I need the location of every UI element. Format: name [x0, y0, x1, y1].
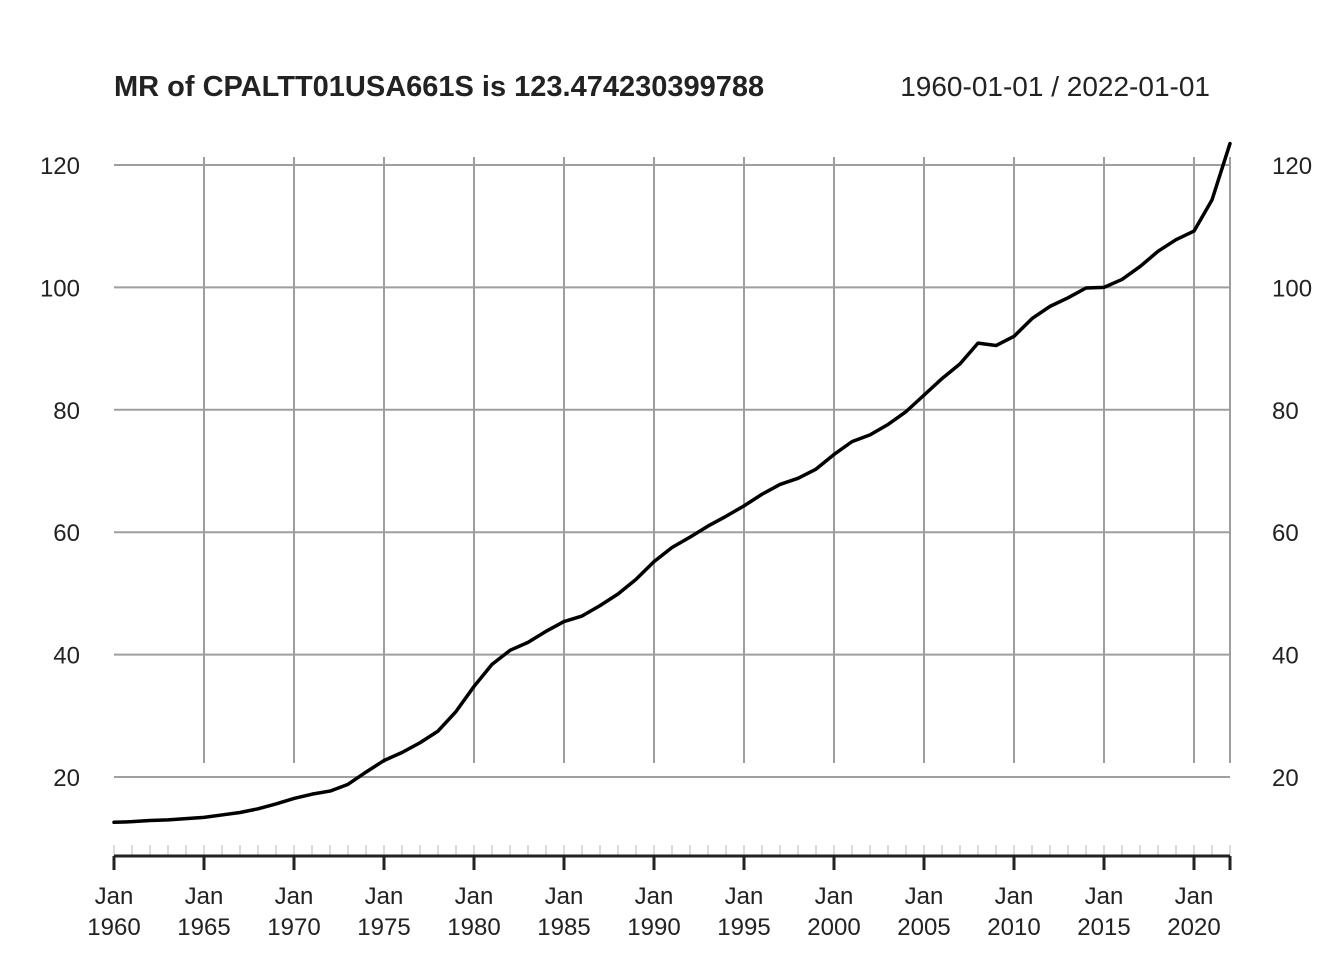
y-tick-label-right: 120 [1272, 153, 1312, 180]
series-line [112, 141, 1232, 825]
x-tick-label-month: Jan [275, 883, 314, 910]
x-tick-label-month: Jan [455, 883, 494, 910]
y-axis-left: 20 40 60 80 100 120 [40, 153, 80, 792]
x-tick-label-year: 2020 [1167, 914, 1220, 941]
x-tick-label-month: Jan [545, 883, 584, 910]
x-tick-label-year: 1990 [627, 914, 680, 941]
y-tick-label-right: 80 [1272, 398, 1299, 425]
x-tick-label-year: 1980 [447, 914, 500, 941]
y-tick-label-left: 60 [53, 520, 80, 547]
series-layer [112, 141, 1232, 825]
x-tick-label-month: Jan [905, 883, 944, 910]
chart-title: MR of CPALTT01USA661S is 123.47423039978… [114, 71, 764, 103]
grid [114, 157, 1231, 778]
y-tick-label-left: 120 [40, 153, 80, 180]
x-tick-label-month: Jan [185, 883, 224, 910]
y-tick-label-right: 60 [1272, 520, 1299, 547]
x-tick-label-year: 1970 [267, 914, 320, 941]
x-tick-label-year: 1995 [717, 914, 770, 941]
y-tick-label-left: 100 [40, 275, 80, 302]
x-tick-label-month: Jan [1175, 883, 1214, 910]
y-tick-label-right: 40 [1272, 643, 1299, 670]
x-tick-label-year: 1975 [357, 914, 410, 941]
x-tick-label-year: 2000 [807, 914, 860, 941]
x-tick-label-month: Jan [1085, 883, 1124, 910]
x-tick-label-month: Jan [815, 883, 854, 910]
x-tick-label-month: Jan [95, 883, 134, 910]
y-tick-label-left: 80 [53, 398, 80, 425]
x-tick-label-year: 2015 [1077, 914, 1130, 941]
x-tick-label-year: 2010 [987, 914, 1040, 941]
x-tick-label-year: 1965 [177, 914, 230, 941]
x-tick-label-year: 1960 [87, 914, 140, 941]
x-tick-label-month: Jan [725, 883, 764, 910]
y-tick-label-left: 40 [53, 643, 80, 670]
y-tick-label-right: 100 [1272, 275, 1312, 302]
x-tick-label-year: 1985 [537, 914, 590, 941]
x-tick-label-month: Jan [995, 883, 1034, 910]
y-tick-label-right: 20 [1272, 765, 1299, 792]
x-tick-label-month: Jan [635, 883, 674, 910]
chart-date-range: 1960-01-01 / 2022-01-01 [900, 71, 1210, 102]
x-axis: Jan 1960 Jan 1965 Jan 1970 Jan 1975 Jan 1980 Jan 19… [87, 845, 1232, 941]
x-tick-label-month: Jan [365, 883, 404, 910]
x-tick-label-year: 2005 [897, 914, 950, 941]
y-axis-right: 20 40 60 80 100 120 [1272, 153, 1312, 792]
y-tick-label-left: 20 [53, 765, 80, 792]
